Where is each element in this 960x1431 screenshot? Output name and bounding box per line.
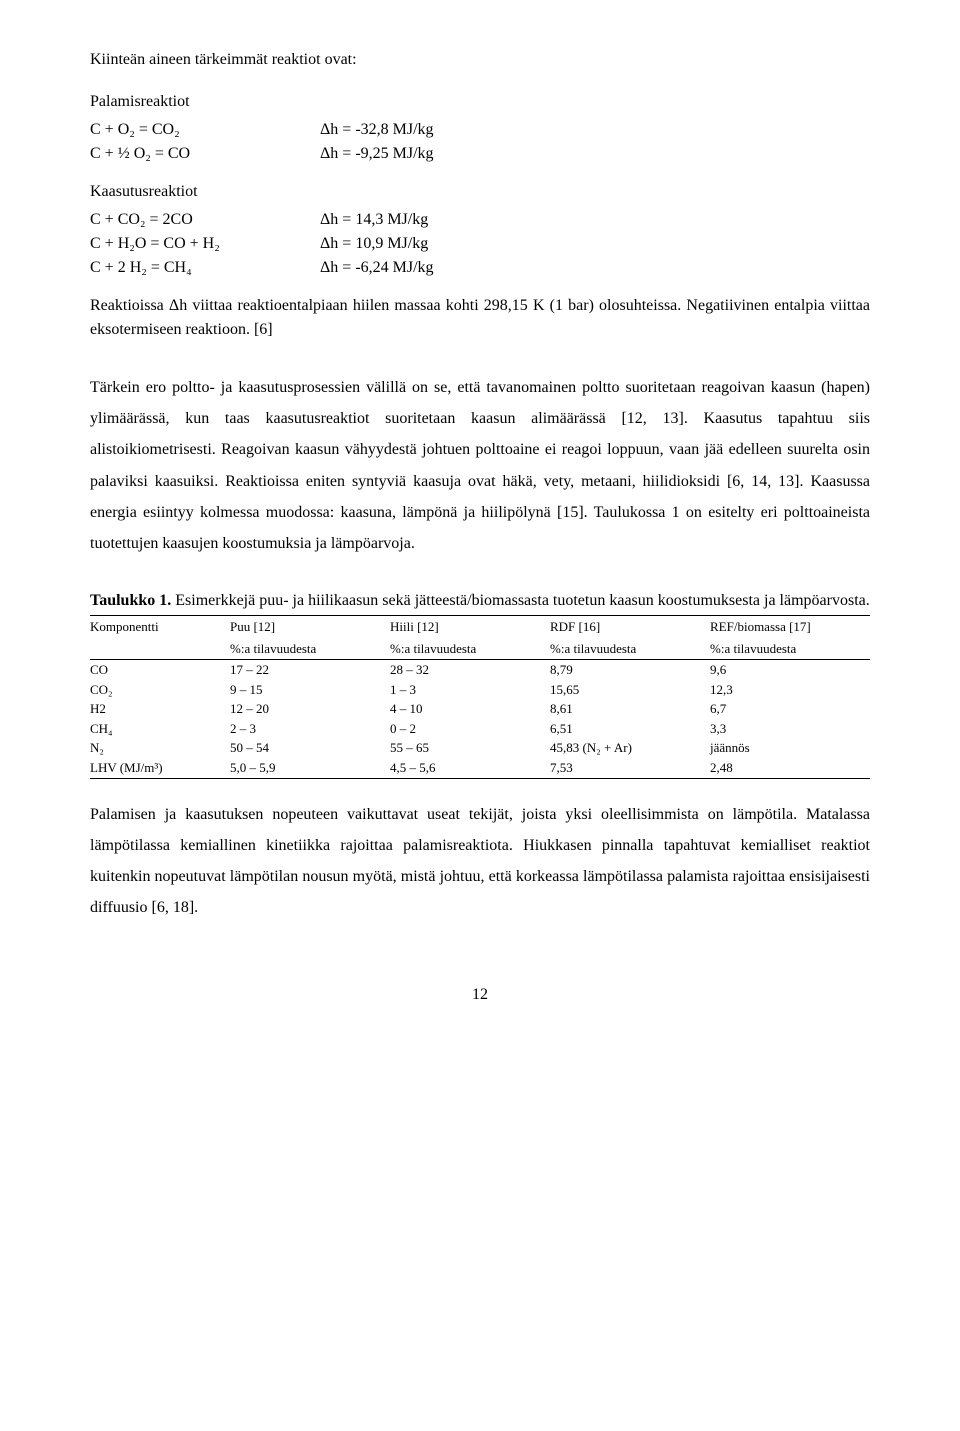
table-row: CO₂ 9 – 15 1 – 3 15,65 12,3 bbox=[90, 680, 870, 700]
td: 7,53 bbox=[550, 758, 710, 778]
table-row: CH₄ 2 – 3 0 – 2 6,51 3,3 bbox=[90, 719, 870, 739]
th-unit: %:a tilavuudesta bbox=[710, 638, 870, 660]
table-body: CO 17 – 22 28 – 32 8,79 9,6 CO₂ 9 – 15 1… bbox=[90, 660, 870, 778]
table-caption: Taulukko 1. Esimerkkejä puu- ja hiilikaa… bbox=[90, 589, 870, 613]
composition-table: Komponentti Puu [12] Hiili [12] RDF [16]… bbox=[90, 615, 870, 778]
td: LHV (MJ/m³) bbox=[90, 758, 230, 778]
td: 12 – 20 bbox=[230, 699, 390, 719]
td: 5,0 – 5,9 bbox=[230, 758, 390, 778]
td: 9 – 15 bbox=[230, 680, 390, 700]
table-caption-text: Esimerkkejä puu- ja hiilikaasun sekä jät… bbox=[171, 592, 870, 609]
td: 3,3 bbox=[710, 719, 870, 739]
th-rdf: RDF [16] bbox=[550, 616, 710, 638]
td: 15,65 bbox=[550, 680, 710, 700]
rx-rhs: Δh = 10,9 MJ/kg bbox=[320, 232, 870, 256]
td: 28 – 32 bbox=[390, 660, 550, 680]
rx-rhs: Δh = 14,3 MJ/kg bbox=[320, 208, 870, 232]
td: 2 – 3 bbox=[230, 719, 390, 739]
main-paragraph: Tärkein ero poltto- ja kaasutusprosessie… bbox=[90, 372, 870, 559]
td: 50 – 54 bbox=[230, 738, 390, 758]
rx-lhs: C + 2 H₂ = CH₄ bbox=[90, 256, 320, 280]
td: 1 – 3 bbox=[390, 680, 550, 700]
table-row: N₂ 50 – 54 55 – 65 45,83 (N₂ + Ar) jäänn… bbox=[90, 738, 870, 758]
th-component: Komponentti bbox=[90, 616, 230, 638]
rx-lhs: C + H₂O = CO + H₂ bbox=[90, 232, 320, 256]
th-unit: %:a tilavuudesta bbox=[390, 638, 550, 660]
table-row: H2 12 – 20 4 – 10 8,61 6,7 bbox=[90, 699, 870, 719]
td: 45,83 (N₂ + Ar) bbox=[550, 738, 710, 758]
table-row: CO 17 – 22 28 – 32 8,79 9,6 bbox=[90, 660, 870, 680]
td: 4,5 – 5,6 bbox=[390, 758, 550, 778]
th-empty bbox=[90, 638, 230, 660]
combustion-reactions: Palamisreaktiot C + O₂ = CO₂ Δh = -32,8 … bbox=[90, 90, 870, 166]
reaction-note: Reaktioissa Δh viittaa reaktioentalpiaan… bbox=[90, 294, 870, 342]
td: 17 – 22 bbox=[230, 660, 390, 680]
th-coal: Hiili [12] bbox=[390, 616, 550, 638]
td: 0 – 2 bbox=[390, 719, 550, 739]
td: 55 – 65 bbox=[390, 738, 550, 758]
td: 12,3 bbox=[710, 680, 870, 700]
th-unit: %:a tilavuudesta bbox=[550, 638, 710, 660]
td: 8,61 bbox=[550, 699, 710, 719]
td: H2 bbox=[90, 699, 230, 719]
th-unit: %:a tilavuudesta bbox=[230, 638, 390, 660]
intro-text: Kiinteän aineen tärkeimmät reaktiot ovat… bbox=[90, 48, 870, 72]
th-wood: Puu [12] bbox=[230, 616, 390, 638]
rx-lhs: C + CO₂ = 2CO bbox=[90, 208, 320, 232]
td: 4 – 10 bbox=[390, 699, 550, 719]
rx-rhs: Δh = -32,8 MJ/kg bbox=[320, 118, 870, 142]
td: CH₄ bbox=[90, 719, 230, 739]
th-ref: REF/biomassa [17] bbox=[710, 616, 870, 638]
closing-paragraph: Palamisen ja kaasutuksen nopeuteen vaiku… bbox=[90, 799, 870, 924]
gasification-reactions: Kaasutusreaktiot C + CO₂ = 2CO Δh = 14,3… bbox=[90, 180, 870, 280]
rx-lhs: C + ½ O₂ = CO bbox=[90, 142, 320, 166]
rx-lhs: C + O₂ = CO₂ bbox=[90, 118, 320, 142]
table-row: LHV (MJ/m³) 5,0 – 5,9 4,5 – 5,6 7,53 2,4… bbox=[90, 758, 870, 778]
td: 6,7 bbox=[710, 699, 870, 719]
td: CO₂ bbox=[90, 680, 230, 700]
gasification-heading: Kaasutusreaktiot bbox=[90, 180, 870, 204]
rx-rhs: Δh = -6,24 MJ/kg bbox=[320, 256, 870, 280]
page-number: 12 bbox=[90, 983, 870, 1007]
td: 6,51 bbox=[550, 719, 710, 739]
combustion-heading: Palamisreaktiot bbox=[90, 90, 870, 114]
td: 8,79 bbox=[550, 660, 710, 680]
td: jäännös bbox=[710, 738, 870, 758]
rx-rhs: Δh = -9,25 MJ/kg bbox=[320, 142, 870, 166]
td: CO bbox=[90, 660, 230, 680]
td: 9,6 bbox=[710, 660, 870, 680]
table-caption-label: Taulukko 1. bbox=[90, 592, 171, 609]
td: 2,48 bbox=[710, 758, 870, 778]
td: N₂ bbox=[90, 738, 230, 758]
